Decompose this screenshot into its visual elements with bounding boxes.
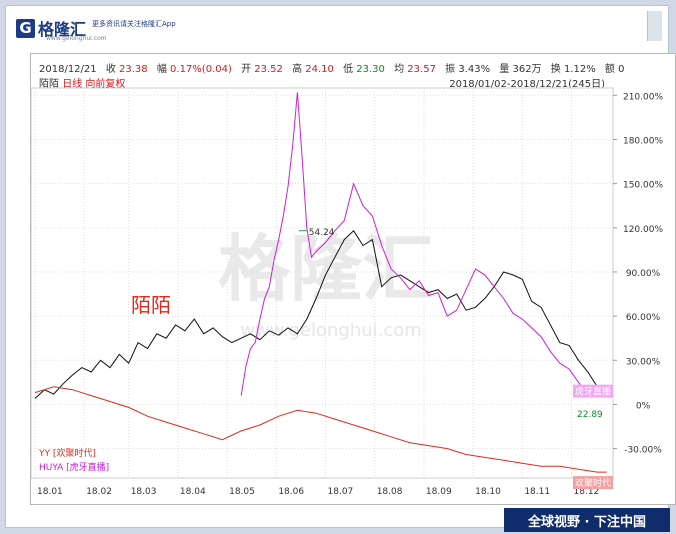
amount-label: 额 (604, 64, 615, 75)
change-value: 0.17%(0.04) (170, 64, 232, 75)
stock-name: 陌陌 (39, 79, 59, 90)
y-tick-label: 120.00% (623, 225, 663, 235)
y-tick-label: 180.00% (623, 137, 663, 147)
plot-border (31, 87, 614, 479)
corner-tab (647, 11, 662, 41)
legend-huya: HUYA [虎牙直播] (39, 461, 109, 473)
line-chart: 格隆汇www.gelonghui.com210.00%180.00%150.00… (31, 87, 663, 497)
low-label: 低 (343, 64, 354, 75)
vol-value: 362万 (512, 64, 542, 75)
x-tick-label: 18.05 (229, 487, 255, 497)
x-tick-label: 18.09 (426, 487, 452, 497)
low-value: 23.30 (356, 64, 385, 75)
chart-panel: 2018/12/21 收 23.38 幅 0.17%(0.04) 开 23.52… (30, 53, 676, 505)
legend-yy: YY [欢聚时代] (38, 447, 96, 459)
huya-end-tag (573, 384, 613, 398)
period-selector[interactable]: 日线 (62, 79, 83, 90)
series-yy-line (34, 386, 607, 473)
y-tick-label: 60.00% (626, 313, 661, 323)
gelonghui-logo: G 格隆汇 (16, 16, 86, 40)
x-tick-label: 18.02 (86, 487, 112, 497)
avg-value: 23.57 (407, 64, 436, 75)
amp-value: 3.43% (458, 64, 491, 75)
adjust-selector[interactable]: 向前复权 (85, 79, 126, 90)
x-tick-label: 18.08 (377, 487, 403, 497)
y-tick-label: 0% (636, 401, 651, 411)
footer-slogan: 全球视野 · 下注中国 (504, 508, 670, 532)
window-frame: G 格隆汇 更多资讯请关注格隆汇App www.gelonghui.com 20… (5, 5, 676, 532)
x-tick-label: 18.06 (278, 487, 304, 497)
x-tick-label: 18.07 (328, 487, 354, 497)
logo-url: www.gelonghui.com (46, 35, 107, 42)
turn-label: 换 (550, 64, 561, 75)
high-label: 高 (292, 64, 303, 75)
x-tick-label: 18.04 (180, 487, 206, 497)
y-tick-label: 210.00% (623, 92, 663, 102)
close-label: 收 (105, 64, 116, 75)
x-tick-label: 18.01 (37, 487, 63, 497)
momo-annotation: 陌陌 (131, 293, 171, 317)
peak-label: 54.24 (309, 228, 335, 238)
y-tick-label: -30.00% (624, 446, 662, 456)
logo-text: 格隆汇 (38, 20, 87, 39)
date-range: 2018/01/02-2018/12/21(245日) (449, 79, 605, 90)
logo-badge-icon: G (16, 18, 35, 38)
vol-label: 量 (499, 64, 510, 75)
open-value: 23.52 (254, 64, 283, 75)
high-value: 24.10 (305, 64, 334, 75)
quote-info-bar: 2018/12/21 收 23.38 幅 0.17%(0.04) 开 23.52… (39, 60, 624, 75)
turn-value: 1.12% (563, 64, 596, 75)
open-label: 开 (241, 64, 252, 75)
x-tick-label: 18.10 (475, 487, 501, 497)
momo-last-value: 22.89 (577, 410, 603, 420)
avg-label: 均 (394, 64, 405, 75)
x-tick-label: 18.03 (131, 487, 157, 497)
yy-end-label: 欢聚时代 (575, 477, 611, 489)
stock-subheader: 陌陌 日线 向前复权 (39, 75, 125, 90)
x-tick-label: 18.12 (574, 487, 600, 497)
change-label: 幅 (156, 64, 167, 75)
series-momo-line (34, 230, 608, 399)
y-tick-label: 150.00% (623, 181, 663, 191)
quote-date: 2018/12/21 (39, 64, 97, 75)
amp-label: 振 (445, 64, 456, 75)
y-tick-label: 90.00% (626, 269, 661, 279)
logo-tagline: 更多资讯请关注格隆汇App (92, 20, 176, 28)
x-tick-label: 18.11 (524, 487, 550, 497)
series-huya-line (240, 92, 607, 397)
amount-value: 0 (618, 64, 625, 75)
yy-end-tag (573, 476, 613, 490)
watermark-url: www.gelonghui.com (240, 320, 422, 341)
y-tick-label: 30.00% (626, 357, 661, 367)
huya-end-label: 虎牙直播 (575, 386, 611, 398)
close-value: 23.38 (119, 64, 148, 75)
